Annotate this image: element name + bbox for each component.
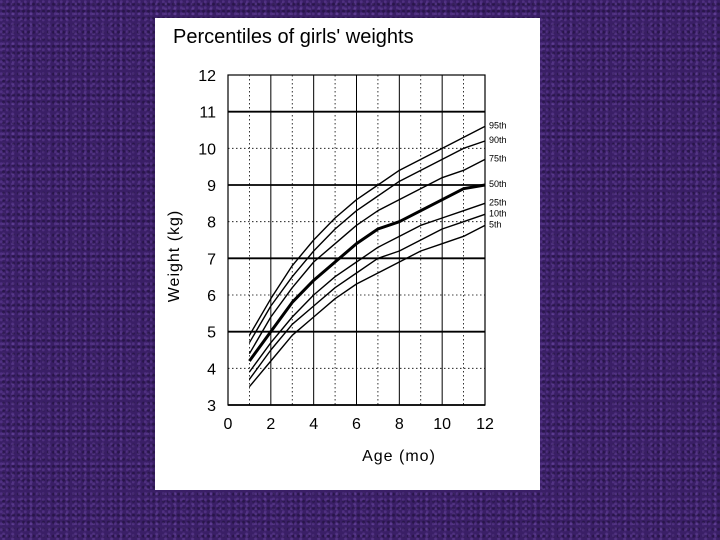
x-axis-title: Age (mo): [362, 448, 436, 465]
y-tick-label: 6: [207, 288, 216, 305]
y-tick-label: 8: [207, 215, 216, 232]
series-label-75th: 75th: [489, 153, 507, 163]
x-tick-label: 4: [309, 416, 318, 433]
y-tick-label: 3: [207, 398, 216, 415]
series-line-10th: [248, 213, 486, 380]
series-line-75th: [248, 158, 486, 355]
series-line-95th: [248, 125, 486, 336]
x-tick-label: 10: [433, 416, 451, 433]
series-label-50th: 50th: [489, 179, 507, 189]
series-label-25th: 25th: [489, 197, 507, 207]
y-axis-title: Weight (kg): [166, 210, 183, 303]
chart-card: Percentiles of girls' weights 0 2 4 6 8 10 12 3…: [155, 18, 540, 490]
series-lines: [248, 125, 486, 388]
chart-title: Percentiles of girls' weights: [173, 26, 414, 48]
y-tick-label: 9: [207, 178, 216, 195]
x-tick-label: 0: [224, 416, 233, 433]
grid: [227, 74, 486, 406]
series-label-95th: 95th: [489, 120, 507, 130]
series-label-10th: 10th: [489, 208, 507, 218]
plot-frame: [227, 74, 486, 406]
series-label-90th: 90th: [489, 135, 507, 145]
y-tick-label: 7: [207, 251, 216, 268]
y-tick-label: 11: [199, 105, 216, 122]
series-line-5th: [248, 224, 486, 388]
y-tick-label: 4: [207, 361, 216, 378]
y-tick-label: 10: [198, 141, 216, 158]
y-tick-label: 12: [198, 68, 216, 85]
x-tick-label: 6: [352, 416, 361, 433]
axes: 0 2 4 6 8 10 12 3 4 5 6 7 8 9 10 11 12: [198, 68, 494, 433]
x-tick-label: 2: [266, 416, 275, 433]
series-line-25th: [248, 202, 486, 373]
y-tick-label: 5: [207, 325, 216, 342]
x-tick-label: 12: [476, 416, 494, 433]
series-label-5th: 5th: [489, 219, 502, 229]
x-tick-label: 8: [395, 416, 404, 433]
series-line-90th: [248, 140, 486, 344]
series-line-50th: [248, 183, 486, 362]
growth-chart: Percentiles of girls' weights 0 2 4 6 8 10 12 3…: [166, 26, 507, 465]
